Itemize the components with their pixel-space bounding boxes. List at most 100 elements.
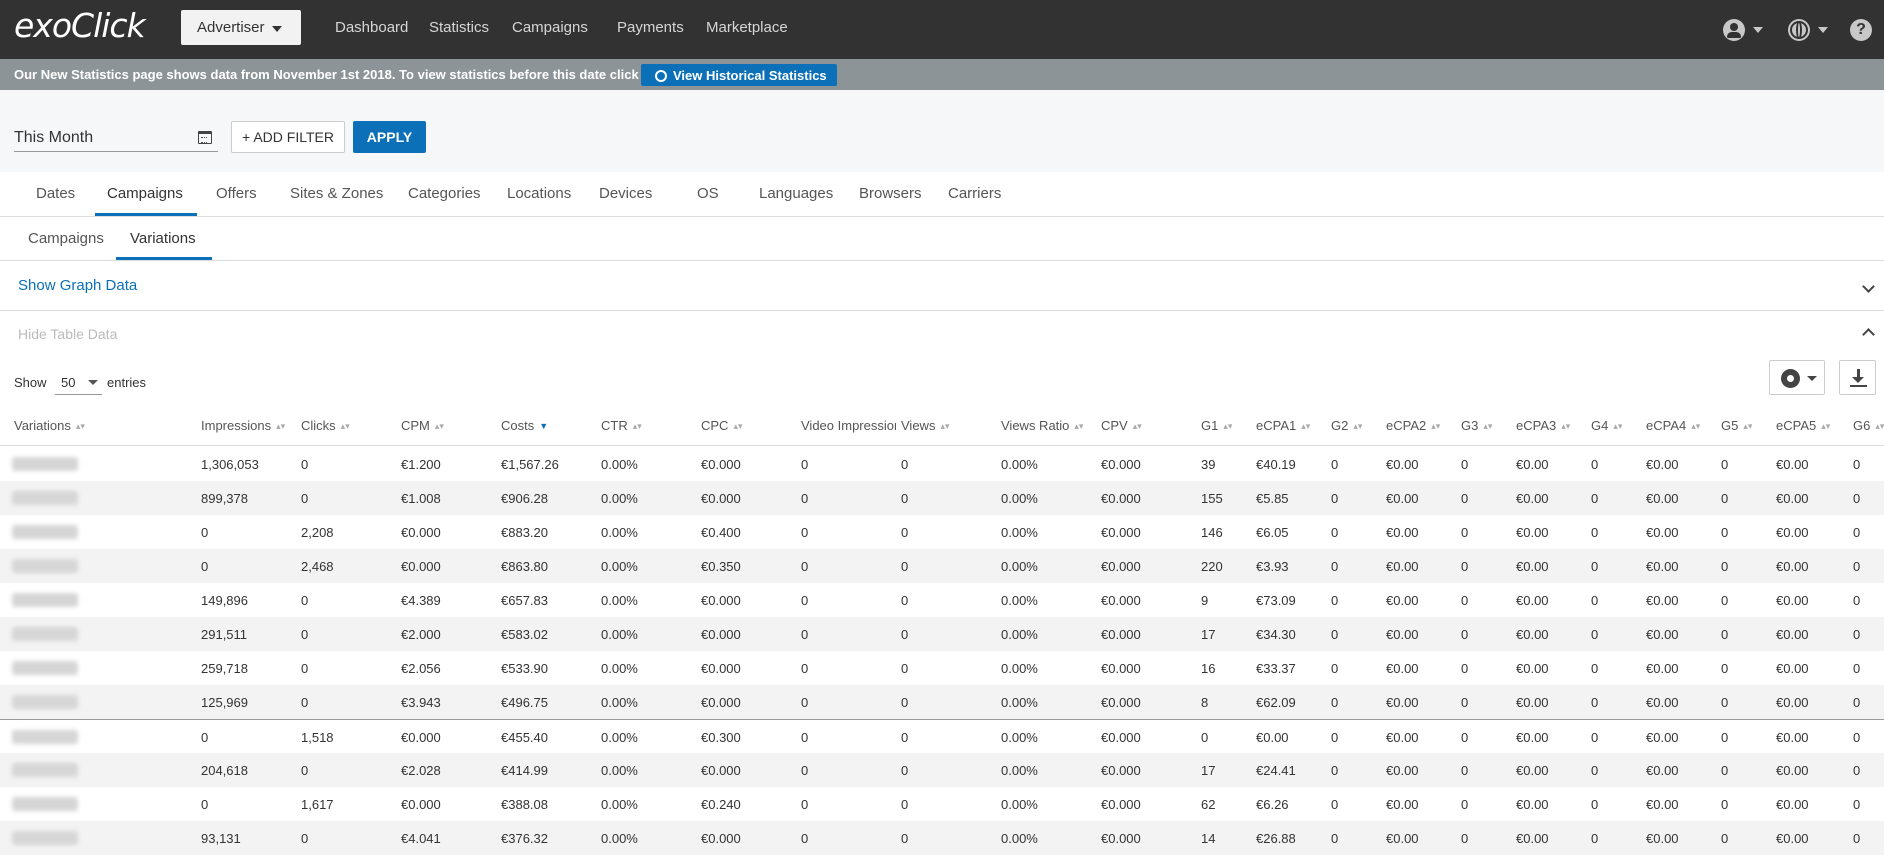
entries-label: entries bbox=[107, 375, 147, 390]
nav-dashboard[interactable]: Dashboard bbox=[335, 19, 409, 36]
nav-campaigns[interactable]: Campaigns bbox=[512, 19, 588, 36]
variation-name-redacted[interactable] bbox=[12, 730, 78, 744]
cell-g6: 0 bbox=[1853, 831, 1861, 846]
column-header-views-ratio[interactable]: Views Ratio ▴▾ bbox=[1001, 418, 1083, 433]
tab-offers[interactable]: Offers bbox=[216, 185, 257, 202]
column-header-ctr[interactable]: CTR ▴▾ bbox=[601, 418, 642, 433]
cell-cpv: €0.000 bbox=[1101, 763, 1141, 778]
column-header-ecpa2[interactable]: eCPA2 ▴▾ bbox=[1386, 418, 1440, 433]
variation-name-redacted[interactable] bbox=[12, 525, 78, 539]
cell-g4: 0 bbox=[1591, 457, 1599, 472]
table-row[interactable]: 899,378 0 €1.008 €906.28 0.00% €0.000 0 0 0.00% €… bbox=[0, 481, 1884, 515]
cell-cpm: €1.200 bbox=[401, 457, 441, 472]
variation-name-redacted[interactable] bbox=[12, 831, 78, 845]
table-row[interactable]: 0 2,468 €0.000 €863.80 0.00% €0.350 0 0 0.00% €0.… bbox=[0, 549, 1884, 583]
table-row[interactable]: 0 1,518 €0.000 €455.40 0.00% €0.300 0 0 0.00% €0.… bbox=[0, 719, 1884, 753]
column-settings-button[interactable] bbox=[1769, 360, 1825, 395]
variation-name-redacted[interactable] bbox=[12, 763, 78, 777]
variation-name-redacted[interactable] bbox=[12, 627, 78, 641]
variation-name-redacted[interactable] bbox=[12, 593, 78, 607]
column-header-g5[interactable]: G5 ▴▾ bbox=[1721, 418, 1752, 433]
column-header-clicks[interactable]: Clicks ▴▾ bbox=[301, 418, 350, 433]
column-header-ecpa4[interactable]: eCPA4 ▴▾ bbox=[1646, 418, 1700, 433]
table-row[interactable]: 291,511 0 €2.000 €583.02 0.00% €0.000 0 0 0.00% €… bbox=[0, 617, 1884, 651]
gear-icon bbox=[1781, 369, 1800, 388]
user-menu-caret-icon[interactable] bbox=[1753, 27, 1763, 33]
date-range-input[interactable]: This Month bbox=[14, 120, 218, 152]
table-row[interactable]: 125,969 0 €3.943 €496.75 0.00% €0.000 0 0 0.00% €… bbox=[0, 685, 1884, 719]
table-row[interactable]: 149,896 0 €4.389 €657.83 0.00% €0.000 0 0 0.00% €… bbox=[0, 583, 1884, 617]
table-row[interactable]: 259,718 0 €2.056 €533.90 0.00% €0.000 0 0 0.00% €… bbox=[0, 651, 1884, 685]
cell-ecpa2: €0.00 bbox=[1386, 831, 1419, 846]
column-header-ecpa3[interactable]: eCPA3 ▴▾ bbox=[1516, 418, 1570, 433]
table-row[interactable]: 0 1,617 €0.000 €388.08 0.00% €0.240 0 0 0.00% €0.… bbox=[0, 787, 1884, 821]
exoclick-logo[interactable]: exoClick bbox=[14, 6, 146, 45]
cell-ecpa5: €0.00 bbox=[1776, 831, 1809, 846]
column-header-g2[interactable]: G2 ▴▾ bbox=[1331, 418, 1362, 433]
cell-costs: €583.02 bbox=[501, 627, 548, 642]
tab-languages[interactable]: Languages bbox=[759, 185, 834, 202]
column-header-cpv[interactable]: CPV ▴▾ bbox=[1101, 418, 1142, 433]
entries-per-page-select[interactable]: 50 bbox=[55, 367, 102, 395]
tab-os[interactable]: OS bbox=[697, 185, 719, 202]
cell-cpc: €0.000 bbox=[701, 491, 741, 506]
account-type-dropdown[interactable]: Advertiser bbox=[181, 10, 301, 45]
table-row[interactable]: 1,306,053 0 €1.200 €1,567.26 0.00% €0.000 0 0 0.… bbox=[0, 447, 1884, 481]
tab-campaigns[interactable]: Campaigns bbox=[107, 185, 183, 202]
variation-name-redacted[interactable] bbox=[12, 457, 78, 471]
cell-g1: 16 bbox=[1201, 661, 1216, 676]
variation-name-redacted[interactable] bbox=[12, 797, 78, 811]
tab-dates[interactable]: Dates bbox=[36, 185, 76, 202]
view-historical-statistics-button[interactable]: View Historical Statistics bbox=[641, 64, 837, 86]
variation-name-redacted[interactable] bbox=[12, 661, 78, 675]
cell-ecpa2: €0.00 bbox=[1386, 525, 1419, 540]
tab-sites-zones[interactable]: Sites & Zones bbox=[290, 185, 384, 202]
column-header-video-impressions[interactable]: Video Impressions bbox=[801, 418, 896, 433]
hide-table-data-toggle[interactable]: Hide Table Data bbox=[18, 326, 118, 342]
sort-icon: ▴▾ bbox=[276, 421, 286, 431]
variation-name-redacted[interactable] bbox=[12, 491, 78, 505]
column-header-ecpa1[interactable]: eCPA1 ▴▾ bbox=[1256, 418, 1310, 433]
column-header-ecpa5[interactable]: eCPA5 ▴▾ bbox=[1776, 418, 1830, 433]
cell-cpc: €0.000 bbox=[701, 593, 741, 608]
nav-marketplace[interactable]: Marketplace bbox=[706, 19, 788, 36]
table-row[interactable]: 93,131 0 €4.041 €376.32 0.00% €0.000 0 0 0.00% €0… bbox=[0, 821, 1884, 855]
tab-locations[interactable]: Locations bbox=[507, 185, 572, 202]
table-row[interactable]: 0 2,208 €0.000 €883.20 0.00% €0.400 0 0 0.00% €0.… bbox=[0, 515, 1884, 549]
column-header-cpm[interactable]: CPM ▴▾ bbox=[401, 418, 444, 433]
calendar-icon[interactable] bbox=[198, 131, 212, 144]
tab-browsers[interactable]: Browsers bbox=[859, 185, 922, 202]
cell-clicks: 0 bbox=[301, 627, 309, 642]
show-graph-data-toggle[interactable]: Show Graph Data bbox=[18, 277, 138, 294]
download-button[interactable] bbox=[1839, 360, 1876, 395]
variation-name-redacted[interactable] bbox=[12, 695, 78, 709]
column-header-g3[interactable]: G3 ▴▾ bbox=[1461, 418, 1492, 433]
column-header-impressions[interactable]: Impressions ▴▾ bbox=[201, 418, 285, 433]
cell-cpm: €2.028 bbox=[401, 763, 441, 778]
column-header-label: eCPA3 bbox=[1516, 418, 1557, 433]
tab-devices[interactable]: Devices bbox=[599, 185, 653, 202]
tab-categories[interactable]: Categories bbox=[408, 185, 481, 202]
globe-icon[interactable] bbox=[1788, 19, 1810, 41]
chevron-up-icon[interactable] bbox=[1862, 328, 1875, 341]
language-menu-caret-icon[interactable] bbox=[1818, 27, 1828, 33]
cell-views-ratio: 0.00% bbox=[1001, 763, 1038, 778]
subtab-campaigns[interactable]: Campaigns bbox=[28, 230, 104, 247]
tab-carriers[interactable]: Carriers bbox=[948, 185, 1002, 202]
nav-payments[interactable]: Payments bbox=[617, 19, 684, 36]
table-row[interactable]: 204,618 0 €2.028 €414.99 0.00% €0.000 0 0 0.00% €… bbox=[0, 753, 1884, 787]
apply-button[interactable]: APPLY bbox=[353, 121, 426, 153]
column-header-views[interactable]: Views ▴▾ bbox=[901, 418, 950, 433]
user-icon[interactable] bbox=[1723, 19, 1745, 41]
help-icon[interactable]: ? bbox=[1850, 19, 1872, 41]
column-header-g1[interactable]: G1 ▴▾ bbox=[1201, 418, 1232, 433]
column-header-variations[interactable]: Variations ▴▾ bbox=[14, 418, 85, 433]
column-header-g4[interactable]: G4 ▴▾ bbox=[1591, 418, 1622, 433]
subtab-variations[interactable]: Variations bbox=[130, 230, 196, 247]
variation-name-redacted[interactable] bbox=[12, 559, 78, 573]
column-header-costs[interactable]: Costs ▼ bbox=[501, 418, 548, 433]
column-header-cpc[interactable]: CPC ▴▾ bbox=[701, 418, 743, 433]
column-header-g6[interactable]: G6 ▴▾ bbox=[1853, 418, 1884, 433]
add-filter-button[interactable]: + ADD FILTER bbox=[231, 121, 345, 153]
nav-statistics[interactable]: Statistics bbox=[429, 19, 490, 36]
